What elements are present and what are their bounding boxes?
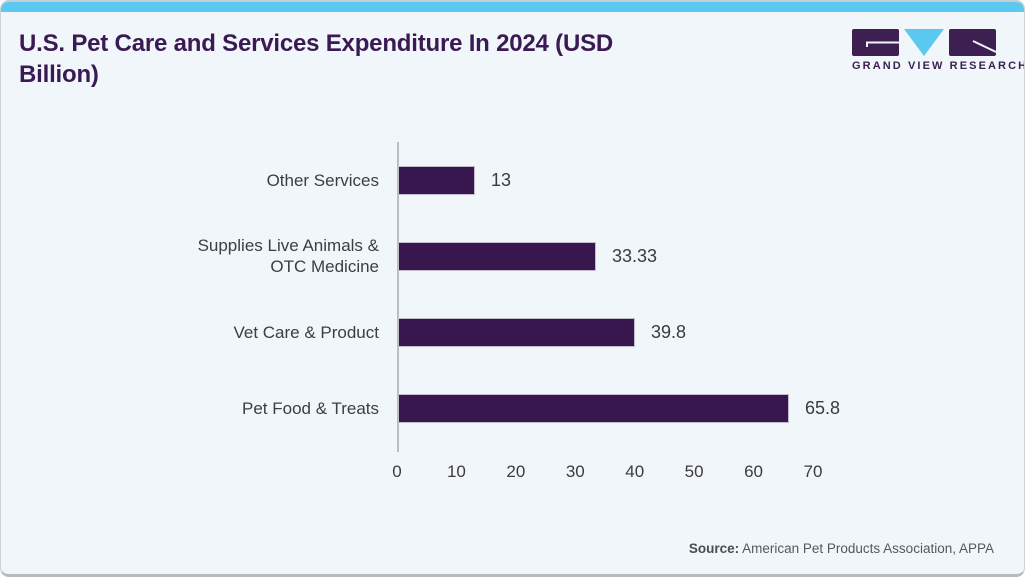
category-label: Supplies Live Animals & OTC Medicine [197, 236, 379, 276]
value-label: 39.8 [651, 321, 687, 342]
y-axis-line [397, 142, 399, 452]
source-note: Source: American Pet Products Associatio… [689, 541, 994, 556]
logo-r-icon [949, 29, 997, 61]
value-label: 13 [491, 169, 512, 190]
category-label: Pet Food & Treats [241, 398, 379, 418]
category-label: Vet Care & Product [233, 322, 379, 342]
bar [398, 317, 635, 347]
bar [398, 393, 789, 423]
x-tick-label: 20 [506, 462, 526, 481]
source-label: Source: [688, 541, 740, 556]
bar [398, 165, 475, 195]
bar [398, 241, 596, 271]
logo-g-icon [852, 29, 899, 61]
source-text: American Pet Products Association, APPA [739, 541, 994, 556]
x-tick-label: 30 [565, 462, 585, 481]
value-label: 65.8 [805, 397, 841, 418]
gvr-logo: GRAND VIEW RESEARCH [852, 29, 1025, 72]
x-tick-label: 10 [446, 462, 466, 481]
x-tick-label: 60 [744, 462, 764, 481]
logo-wordmark: GRAND VIEW RESEARCH [852, 60, 1025, 72]
x-tick-label: 40 [625, 462, 645, 481]
x-tick-label: 70 [803, 462, 823, 481]
gvr-logo-icons [852, 29, 997, 56]
top-accent-bar [1, 2, 1024, 12]
x-tick-label: 50 [684, 462, 704, 481]
category-label: Other Services [266, 170, 379, 190]
logo-v-icon [904, 29, 944, 61]
page-title: U.S. Pet Care and Services Expenditure I… [19, 30, 614, 88]
x-tick-label: 0 [392, 462, 402, 481]
value-label: 33.33 [612, 245, 658, 266]
